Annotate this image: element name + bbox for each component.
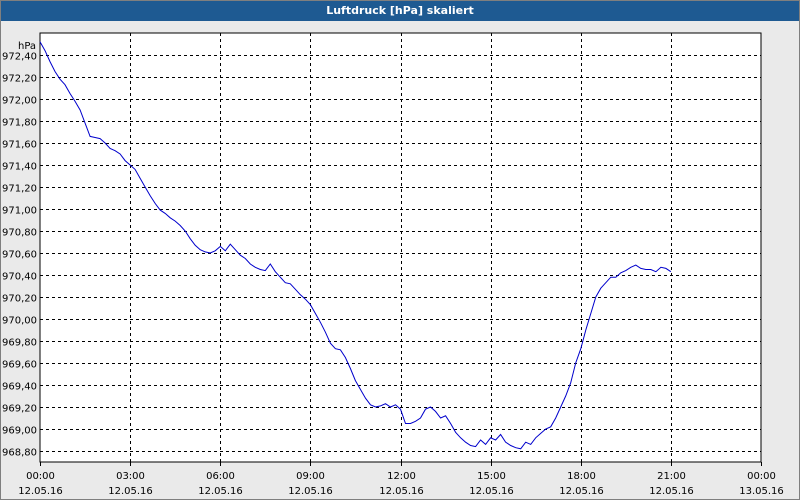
x-tick-time: 18:00 bbox=[567, 471, 596, 482]
x-tick-date: 12.05.16 bbox=[18, 486, 63, 497]
x-tick-time: 21:00 bbox=[657, 471, 686, 482]
x-tick-time: 15:00 bbox=[477, 471, 506, 482]
series-line bbox=[39, 41, 672, 450]
x-tick-time: 00:00 bbox=[747, 471, 776, 482]
x-tick-date: 12.05.16 bbox=[559, 486, 604, 497]
x-tick-time: 06:00 bbox=[206, 471, 235, 482]
y-axis: 972,40 972,20 972,00 971,80 971,60 971,40 971,… bbox=[2, 52, 37, 459]
plot-area bbox=[39, 32, 762, 463]
y-tick-label: 968,80 bbox=[2, 448, 37, 459]
x-tick-time: 00:00 bbox=[26, 471, 55, 482]
y-tick-label: 970,00 bbox=[2, 316, 37, 327]
y-tick-label: 970,20 bbox=[2, 294, 37, 305]
x-tick-date: 12.05.16 bbox=[108, 486, 153, 497]
y-tick-label: 971,80 bbox=[2, 118, 37, 129]
y-tick-label: 970,80 bbox=[2, 228, 37, 239]
y-tick-label: 970,40 bbox=[2, 272, 37, 283]
x-tick-date: 12.05.16 bbox=[198, 486, 243, 497]
y-tick-label: 972,00 bbox=[2, 96, 37, 107]
x-tick-date: 12.05.16 bbox=[649, 486, 694, 497]
y-tick-label: 969,00 bbox=[2, 426, 37, 437]
x-tick-time: 03:00 bbox=[116, 471, 145, 482]
y-axis-label: hPa bbox=[18, 41, 36, 52]
y-tick-label: 971,20 bbox=[2, 184, 37, 195]
y-tick-label: 972,20 bbox=[2, 74, 37, 85]
x-tick-date: 12.05.16 bbox=[469, 486, 514, 497]
y-tick-label: 971,60 bbox=[2, 140, 37, 151]
x-tick-time: 12:00 bbox=[387, 471, 416, 482]
chart-title: Luftdruck [hPa] skaliert bbox=[1, 1, 799, 21]
y-tick-label: 971,00 bbox=[2, 206, 37, 217]
x-tick-date: 12.05.16 bbox=[288, 486, 333, 497]
series-group bbox=[39, 41, 672, 450]
y-tick-label: 970,60 bbox=[2, 250, 37, 261]
x-tick-date: 12.05.16 bbox=[379, 486, 424, 497]
grid-lines bbox=[40, 33, 761, 462]
y-tick-label: 969,60 bbox=[2, 360, 37, 371]
x-axis: 00:00 12.05.16 03:00 12.05.16 06:00 12.05.16 0… bbox=[18, 462, 784, 497]
x-tick-time: 09:00 bbox=[296, 471, 325, 482]
y-tick-label: 971,40 bbox=[2, 162, 37, 173]
y-tick-label: 972,40 bbox=[2, 52, 37, 63]
y-tick-label: 969,80 bbox=[2, 338, 37, 349]
x-tick-date: 13.05.16 bbox=[739, 486, 784, 497]
y-tick-label: 969,40 bbox=[2, 382, 37, 393]
y-tick-label: 969,20 bbox=[2, 404, 37, 415]
